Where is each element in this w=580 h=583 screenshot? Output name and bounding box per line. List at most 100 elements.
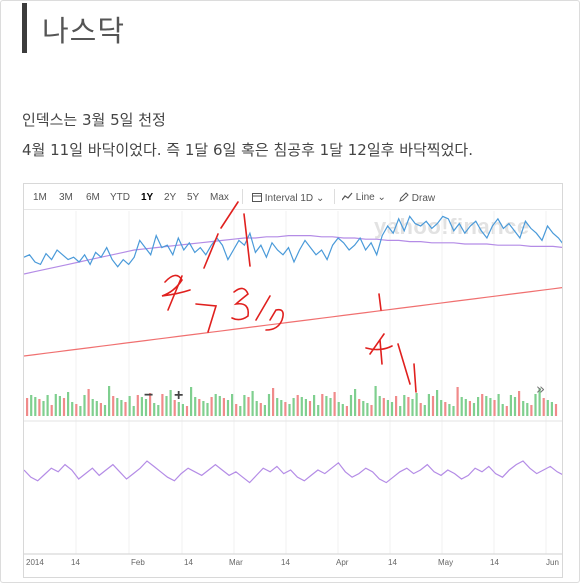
body-text-line-1: 인덱스는 3월 5일 천정 <box>22 111 166 129</box>
volume-bar <box>255 401 258 416</box>
zoom-out-button[interactable]: − <box>144 387 154 404</box>
expand-icon[interactable]: » <box>536 380 546 398</box>
range-1m[interactable]: 1M <box>33 192 47 203</box>
volume-bar <box>300 397 303 416</box>
range-ytd[interactable]: YTD <box>110 192 130 203</box>
x-axis-label: Mar <box>229 558 243 567</box>
volume-bar <box>444 402 447 416</box>
volume-bar <box>272 388 275 416</box>
volume-bar <box>448 404 451 416</box>
volume-bar <box>157 405 160 416</box>
volume-bar <box>325 396 328 416</box>
volume-bar <box>370 405 373 416</box>
stock-chart-image: 1M 3M 6M YTD 1Y 2Y 5Y Max Interval 1D ⌄ … <box>23 183 563 578</box>
volume-bar <box>276 398 279 416</box>
volume-bar <box>177 402 180 416</box>
handwritten-stroke <box>265 308 284 331</box>
volume-bar <box>403 395 406 416</box>
volume-bar <box>71 402 74 416</box>
volume-bar <box>505 406 508 416</box>
range-6m[interactable]: 6M <box>86 192 100 203</box>
volume-bar <box>407 397 410 416</box>
volume-bar <box>239 406 242 416</box>
volume-bar <box>231 394 234 416</box>
volume-bar <box>132 406 135 416</box>
volume-bar <box>210 397 213 416</box>
handwritten-stroke <box>203 201 251 269</box>
pencil-icon <box>399 192 409 202</box>
volume-bar <box>472 403 476 416</box>
volume-bar <box>366 403 369 416</box>
volume-bar <box>550 402 553 416</box>
x-axis-label: 14 <box>490 558 499 567</box>
title-accent-bar <box>22 3 27 53</box>
handwritten-stroke <box>167 275 183 311</box>
volume-bar <box>140 397 143 416</box>
volume-bar <box>206 403 209 416</box>
x-axis-label: Jun <box>546 558 559 567</box>
volume-bar <box>222 398 225 416</box>
x-axis-label: 14 <box>184 558 193 567</box>
interval-dropdown[interactable]: Interval 1D ⌄ <box>252 192 324 204</box>
volume-bar <box>243 395 246 416</box>
x-axis-label: 14 <box>388 558 397 567</box>
volume-bar <box>26 398 29 416</box>
volume-bar <box>144 399 148 416</box>
volume-bar <box>58 396 61 416</box>
volume-bar <box>136 395 139 416</box>
volume-bar <box>399 406 402 416</box>
volume-bar <box>546 400 549 416</box>
volume-bar <box>149 393 152 416</box>
line-type-dropdown[interactable]: Line ⌄ <box>341 192 386 203</box>
handwritten-stroke <box>255 295 271 321</box>
page-title: 나스닥 <box>42 14 126 48</box>
volume-bar <box>83 395 86 416</box>
volume-bar <box>67 392 70 416</box>
indicator-line <box>24 460 562 484</box>
volume-bar <box>554 404 558 416</box>
handwritten-stroke <box>397 343 417 393</box>
range-max[interactable]: Max <box>210 192 229 203</box>
volume-bar <box>526 403 529 416</box>
range-5y[interactable]: 5Y <box>187 192 200 203</box>
volume-bar <box>395 396 398 416</box>
volume-bar <box>542 398 545 416</box>
range-1y[interactable]: 1Y <box>141 192 154 203</box>
volume-bar <box>91 399 94 416</box>
zoom-in-button[interactable]: + <box>174 387 184 404</box>
volume-bar <box>288 404 291 416</box>
purple-moving-average-line <box>24 234 562 275</box>
volume-bar <box>284 402 287 416</box>
volume-bar <box>513 397 517 416</box>
volume-bar <box>304 399 307 416</box>
volume-bar <box>128 396 131 416</box>
volume-bar <box>263 405 266 416</box>
volume-bar <box>120 400 123 416</box>
volume-bar <box>345 406 348 416</box>
volume-bar <box>194 397 197 416</box>
volume-bar <box>259 403 262 416</box>
volume-bar <box>112 396 115 416</box>
volume-bar <box>280 400 283 416</box>
range-2y[interactable]: 2Y <box>164 192 177 203</box>
volume-bar <box>30 395 33 416</box>
volume-bar <box>468 401 471 416</box>
line-type-label: Line <box>355 192 375 203</box>
volume-bar <box>103 405 107 416</box>
handwritten-stroke <box>161 274 191 297</box>
calendar-icon <box>252 193 262 202</box>
volume-bar <box>382 398 385 416</box>
x-axis-label: Apr <box>336 558 349 567</box>
volume-bar <box>337 402 340 416</box>
draw-button[interactable]: Draw <box>399 192 435 204</box>
red-moving-average-line <box>24 287 562 357</box>
volume-bar <box>50 405 53 416</box>
volume-bar <box>46 395 49 416</box>
volume-bar <box>292 398 295 416</box>
volume-bar <box>79 406 82 416</box>
range-3m[interactable]: 3M <box>59 192 73 203</box>
interval-label: Interval <box>264 193 298 204</box>
volume-bar <box>87 389 90 416</box>
volume-bar <box>341 404 344 416</box>
volume-bar <box>181 404 184 416</box>
